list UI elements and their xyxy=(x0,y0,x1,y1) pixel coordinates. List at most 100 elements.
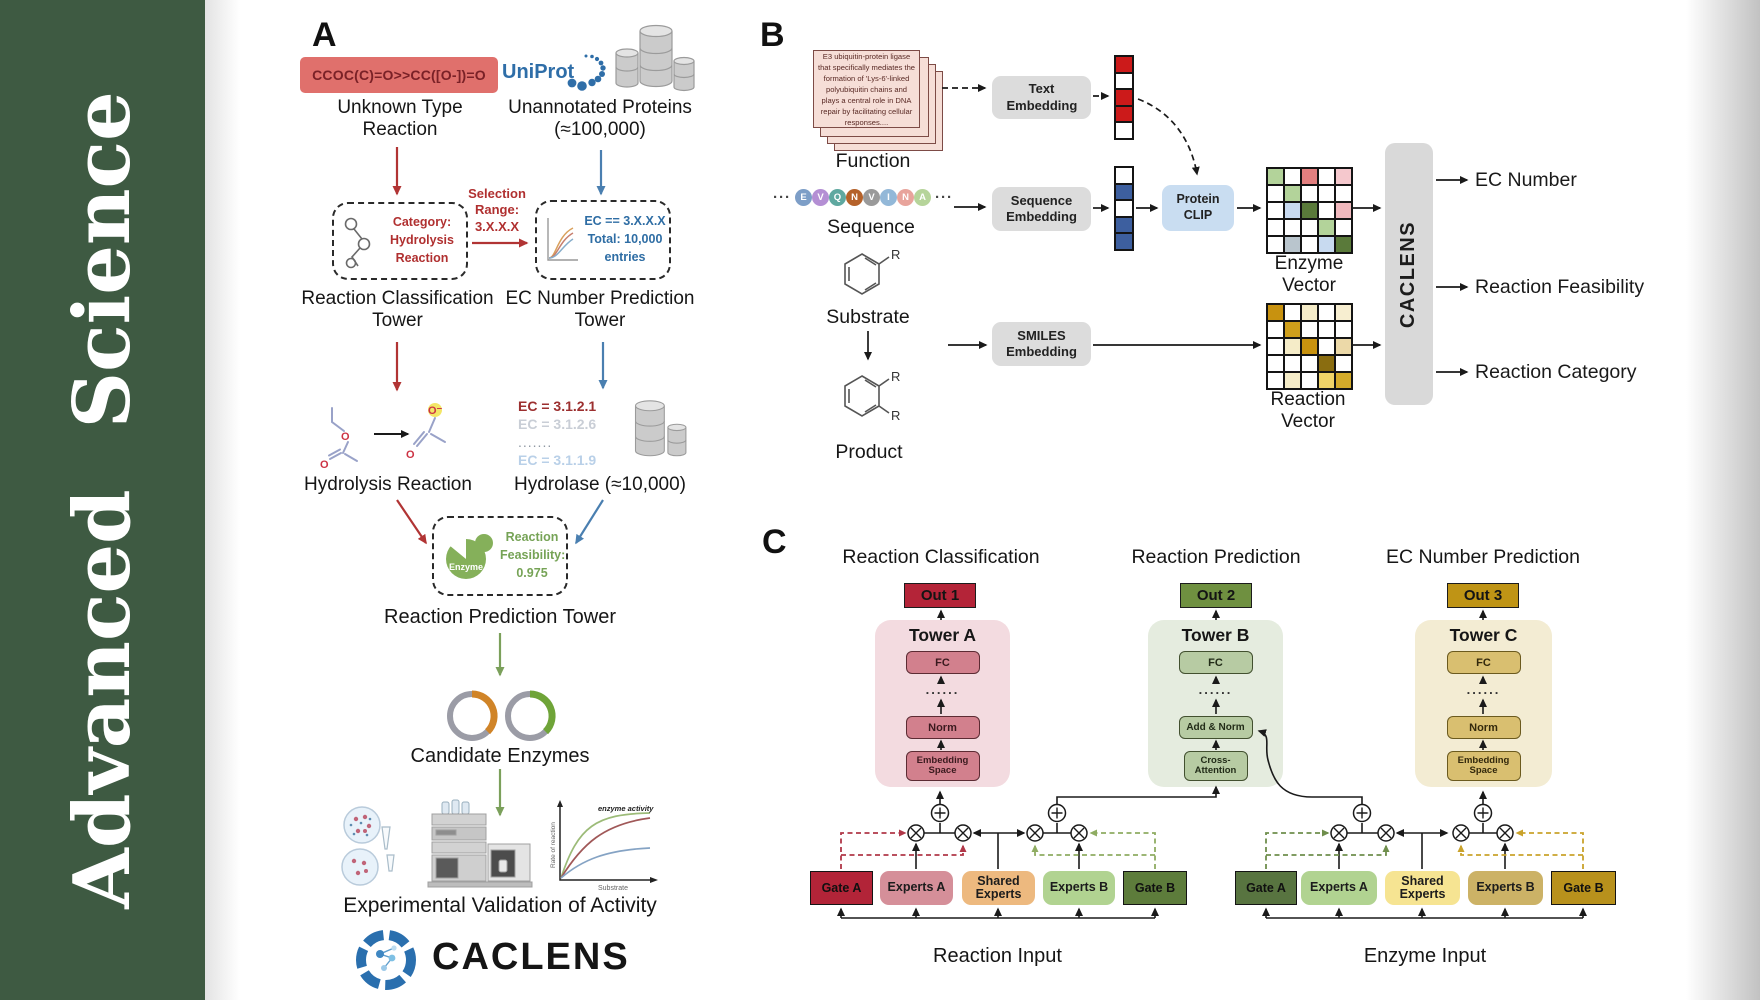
vector-cell xyxy=(1116,184,1132,199)
tower-c-fc: FC xyxy=(1446,651,1521,674)
feasibility-text: Reaction Feasibility: 0.975 xyxy=(500,530,566,581)
multiply-node xyxy=(954,824,972,842)
ec-line2: Total: 10,000 xyxy=(587,232,663,247)
multiply-node xyxy=(1496,824,1514,842)
vector-cell xyxy=(1116,168,1132,183)
function-cards: E3 ubiquitin-protein ligase that specifi… xyxy=(813,50,943,151)
vector-cell xyxy=(1319,186,1334,201)
vector-cell xyxy=(1302,339,1317,354)
ec-line1: EC == 3.X.X.X xyxy=(584,214,666,228)
svg-text:O: O xyxy=(341,431,350,443)
molecule-squiggle-icon xyxy=(344,217,371,269)
unannotated-label: Unannotated Proteins (≈100,000) xyxy=(508,97,692,141)
product-label: Product xyxy=(835,441,903,463)
vector-cell xyxy=(1116,57,1132,72)
sequence-label: Sequence xyxy=(827,216,915,238)
residue-circle: N xyxy=(846,189,863,206)
protein-clip-label: Protein CLIP xyxy=(1176,192,1220,222)
heading-reaction-prediction: Reaction Prediction xyxy=(1131,546,1301,568)
add-node xyxy=(930,803,950,823)
vector-cell xyxy=(1319,305,1334,320)
vector-cell xyxy=(1302,237,1317,252)
multiply-node xyxy=(1070,824,1088,842)
panel-c-label: C xyxy=(762,523,787,561)
multiply-node xyxy=(1330,824,1348,842)
tower-c: Tower C FC ...... Norm Embedding Space xyxy=(1415,620,1552,787)
database-cluster-proteins xyxy=(615,24,695,92)
vector-cell xyxy=(1116,123,1132,138)
tower-a-norm: Norm xyxy=(905,716,980,739)
svg-text:O: O xyxy=(320,459,329,470)
vector-cell xyxy=(1319,373,1334,388)
caclens-logo-icon xyxy=(356,930,416,990)
enzyme-vector-label: Enzyme Vector xyxy=(1274,253,1344,297)
out2-box: Out 2 xyxy=(1180,583,1252,608)
vector-cell xyxy=(1268,169,1283,184)
ec-selection-text: EC == 3.X.X.X Total: 10,000 entries xyxy=(581,212,669,266)
gate-a-reaction: Gate A xyxy=(810,871,873,905)
enzyme-icon: Enzyme xyxy=(446,534,493,579)
vector-cell xyxy=(1268,237,1283,252)
output-reaction-feasibility: Reaction Feasibility xyxy=(1475,276,1645,298)
tower-b-fc: FC xyxy=(1178,651,1253,674)
residue-circle: Q xyxy=(829,189,846,206)
journal-title-text: Advanced Science xyxy=(57,91,148,909)
vector-cell xyxy=(1285,169,1300,184)
vector-cell xyxy=(1285,339,1300,354)
ec-number-list: EC = 3.1.2.1 EC = 3.1.2.6 ....... EC = 3… xyxy=(518,397,596,469)
vector-cell xyxy=(1319,339,1334,354)
vector-cell xyxy=(1302,305,1317,320)
reaction-vector-grid xyxy=(1266,303,1353,390)
enzyme-input-label: Enzyme Input xyxy=(1363,945,1487,967)
vector-cell xyxy=(1268,203,1283,218)
selection-range-label: Selection Range: 3.X.X.X xyxy=(468,186,526,234)
ec-item: EC = 3.1.1.9 xyxy=(518,452,597,468)
uniprot-logo: UniProt xyxy=(502,54,606,91)
sequence-ellipsis-left: ··· xyxy=(773,189,791,206)
vector-cell xyxy=(1302,203,1317,218)
petri-dish-icon xyxy=(341,806,395,886)
ec-item: ....... xyxy=(518,434,553,450)
hplc-instrument-icon xyxy=(427,799,533,888)
vector-cell xyxy=(1116,106,1132,121)
text-embedding-box: Text Embedding xyxy=(992,76,1091,119)
tower-b-dots: ...... xyxy=(1198,682,1233,697)
caclens-bar: CACLENS xyxy=(1385,143,1433,405)
vector-cell xyxy=(1336,322,1351,337)
gate-b-reaction: Gate B xyxy=(1123,871,1187,905)
svg-text:O⁻: O⁻ xyxy=(428,405,443,417)
sequence-embedding-label: Sequence Embedding xyxy=(1006,192,1077,224)
experts-a-reaction: Experts A xyxy=(880,871,953,905)
shared-experts-enzyme: Shared Experts xyxy=(1385,871,1460,905)
product-r-label-bottom: R xyxy=(891,408,900,423)
gate-b-enzyme: Gate B xyxy=(1551,871,1616,905)
vector-cell xyxy=(1302,220,1317,235)
smiles-embedding-box: SMILES Embedding xyxy=(992,322,1091,366)
residue-circle: V xyxy=(812,189,829,206)
multiply-node xyxy=(907,824,925,842)
sequence-embedding-vector xyxy=(1114,166,1134,251)
function-card-text: E3 ubiquitin-protein ligase that specifi… xyxy=(817,51,916,127)
tower-a-dots: ...... xyxy=(925,682,960,697)
sequence-ellipsis-right: ··· xyxy=(935,189,953,206)
vector-cell xyxy=(1302,169,1317,184)
tower-b-add-norm: Add & Norm xyxy=(1178,716,1253,739)
enzyme-icon-label: Enzyme xyxy=(449,562,483,572)
text-embedding-label: Text Embedding xyxy=(1006,81,1078,113)
vector-cell xyxy=(1116,217,1132,232)
tower-b: Tower B FC ...... Add & Norm Cross-Atten… xyxy=(1148,620,1283,787)
function-label: Function xyxy=(835,150,911,172)
vector-cell xyxy=(1336,169,1351,184)
tower-a-fc: FC xyxy=(905,651,980,674)
vector-cell xyxy=(1268,186,1283,201)
vector-cell xyxy=(1285,220,1300,235)
uniprot-dots xyxy=(567,54,606,91)
vector-cell xyxy=(1116,234,1132,249)
vector-cell xyxy=(1268,322,1283,337)
vector-cell xyxy=(1116,201,1132,216)
vector-cell xyxy=(1116,90,1132,105)
vector-cell xyxy=(1268,356,1283,371)
tower-a-embedding: Embedding Space xyxy=(905,751,980,781)
reaction-prediction-tower-label: Reaction Prediction Tower xyxy=(384,606,616,628)
